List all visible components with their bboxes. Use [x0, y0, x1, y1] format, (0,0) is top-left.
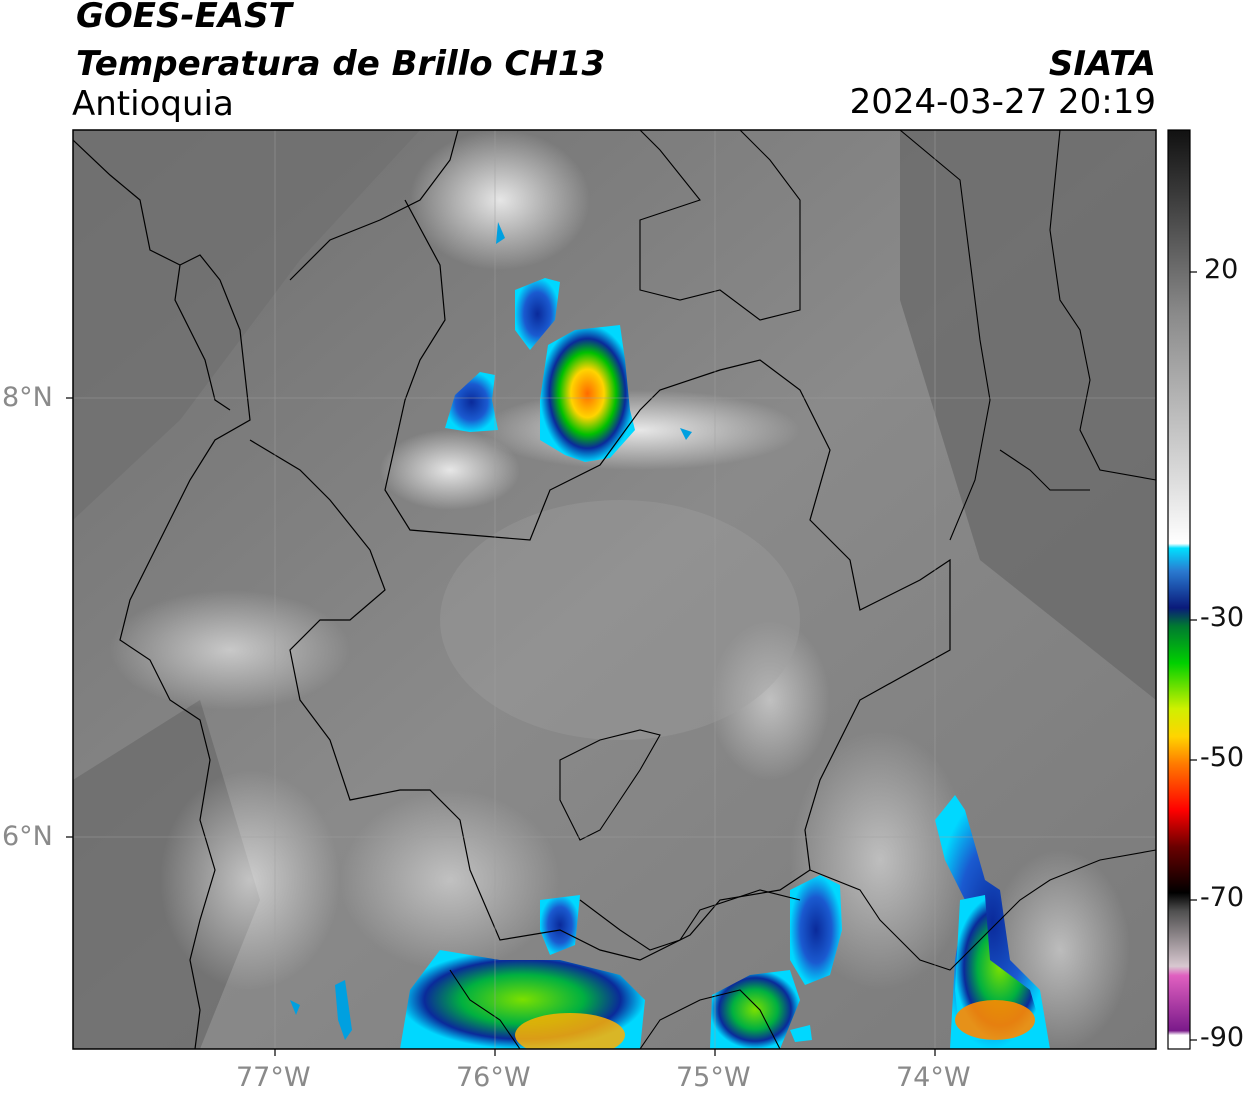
colorbar-ticks [1190, 271, 1197, 1041]
lon-tick-label: 77°W [236, 1062, 311, 1093]
storm-cell-east [710, 970, 800, 1049]
storm-cell-north [496, 222, 505, 244]
light-cloud-streak [380, 430, 520, 510]
antioquia-border [249, 199, 951, 961]
satellite-title: GOES-EAST [76, 0, 292, 36]
storm-cell-small [680, 428, 692, 440]
product-title: Temperatura de Brillo CH13 [76, 44, 606, 84]
dept-border [559, 729, 661, 841]
storm-cell-east [790, 1025, 812, 1042]
axis-ticks [66, 397, 936, 1056]
datetime-label: 2024-03-27 20:19 [849, 82, 1156, 122]
light-cloud-streak [410, 130, 590, 270]
storm-cell-north [515, 278, 560, 350]
storm-cell-north [445, 372, 498, 432]
light-cloud-streak [340, 790, 560, 970]
storm-cell-east [790, 875, 842, 985]
dept-border [999, 449, 1090, 491]
light-cloud-streak [440, 500, 800, 740]
dept-border [809, 849, 1156, 971]
colorbar-tick-label: -30 [1200, 602, 1245, 633]
light-cloud-streak [710, 620, 830, 780]
lat-tick-label: 8°N [2, 382, 53, 413]
dark-cloud-band [73, 130, 420, 520]
graticule [73, 130, 1156, 1049]
storm-cell-south [540, 895, 580, 955]
storm-cell-south-core [515, 1013, 625, 1049]
lon-tick-label: 75°W [676, 1062, 751, 1093]
organization-label: SIATA [1048, 44, 1156, 84]
lat-tick-label: 6°N [2, 821, 53, 852]
dept-border [639, 130, 801, 321]
dept-border [899, 130, 1156, 541]
lon-tick-label: 76°W [456, 1062, 531, 1093]
region-subtitle: Antioquia [72, 84, 234, 124]
dept-border [639, 989, 781, 1049]
map-frame [72, 129, 1157, 1050]
lon-tick-label: 74°W [896, 1062, 971, 1093]
colorbar [1167, 129, 1191, 1050]
light-cloud-streak [160, 770, 340, 990]
colorbar-tick-label: -90 [1200, 1022, 1245, 1053]
dept-border [449, 889, 801, 1049]
light-cloud-streak [480, 390, 800, 470]
coastline-gulf [174, 130, 459, 411]
storm-cell-south [335, 980, 352, 1040]
storm-cell-main [540, 325, 635, 462]
light-cloud-streak [110, 590, 350, 710]
colorbar-tick-label: -70 [1200, 882, 1245, 913]
colorbar-tick-label: -50 [1200, 742, 1245, 773]
storm-cell-south [290, 1000, 300, 1015]
dark-cloud-band-east [900, 130, 1156, 700]
colorbar-tick-label: 20 [1204, 254, 1239, 285]
storm-cell-southeast-core [955, 1000, 1035, 1040]
